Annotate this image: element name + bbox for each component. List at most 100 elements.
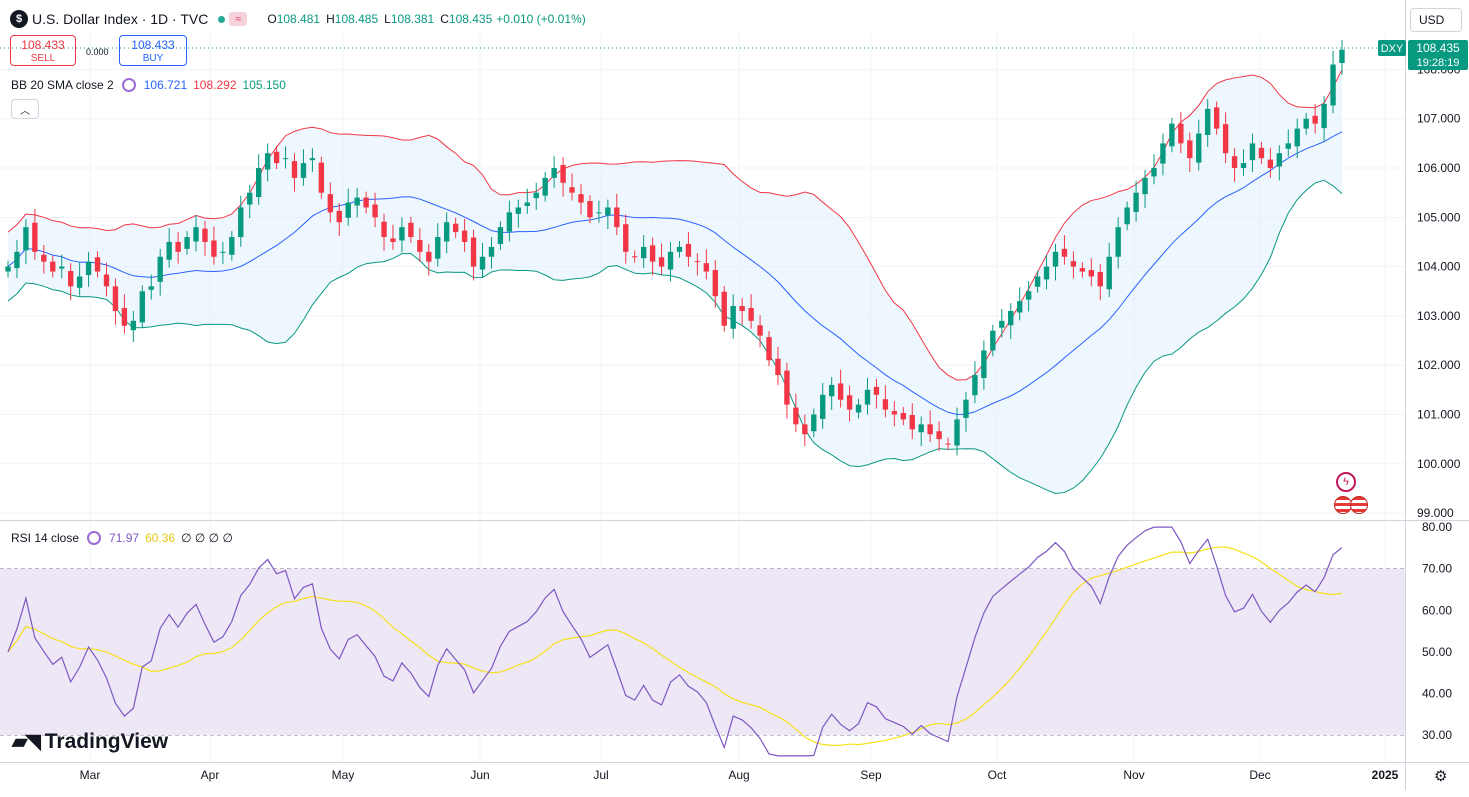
ohlc-open-key: O: [267, 12, 277, 26]
candle-down: [632, 256, 638, 258]
price-tag: 108.435: [1416, 41, 1460, 55]
ohlc-close-key: C: [440, 12, 449, 26]
data-flag-icon[interactable]: ≈: [229, 12, 248, 26]
candle-down: [50, 261, 56, 272]
candle-up: [533, 192, 539, 199]
candle-down: [703, 263, 710, 272]
candle-down: [372, 204, 378, 218]
candle-up: [1115, 227, 1121, 257]
rsi-ma-line: [7, 546, 1343, 746]
candle-down: [837, 383, 844, 400]
candle-up: [820, 394, 826, 419]
candle-down: [936, 431, 942, 440]
time-tick-label: Nov: [1123, 768, 1144, 782]
bb-basis-line: [7, 131, 1343, 415]
rsi-tick-label: 80.00: [1422, 520, 1452, 534]
time-tick-label: Dec: [1249, 768, 1270, 782]
symbol-tag: DXY: [1381, 43, 1404, 55]
candle-down: [336, 210, 342, 223]
symbol-header: $ U.S. Dollar Index · 1D · TVC ≈ O 108.48…: [10, 10, 586, 28]
candle-down: [67, 271, 74, 287]
symbol-tag-bg: [1378, 39, 1406, 56]
rsi-tick-label: 30.00: [1422, 728, 1452, 742]
tradingview-logo[interactable]: ▰◥ TradingView: [12, 729, 168, 754]
candle-up: [264, 153, 271, 170]
candle-down: [793, 407, 799, 425]
time-tick-label: Mar: [80, 768, 101, 782]
candle-down: [569, 187, 575, 193]
candle-up: [506, 212, 513, 232]
buy-label: BUY: [142, 53, 164, 64]
rsi-line: [7, 526, 1343, 757]
candle-up: [730, 306, 736, 329]
bb-basis-value: 106.721: [143, 78, 188, 92]
candle-up: [864, 389, 871, 405]
candle-down: [802, 424, 808, 435]
candle-down: [121, 308, 128, 326]
candle-down: [452, 223, 459, 233]
candle-down: [766, 337, 772, 361]
rsi-label: RSI 14 close: [11, 531, 80, 545]
indicator-settings-icon[interactable]: [121, 78, 136, 92]
candle-up: [166, 241, 172, 260]
candle-down: [945, 443, 951, 445]
ohlc-high-key: H: [326, 12, 335, 26]
candle-down: [694, 261, 701, 263]
bb-upper-line: [7, 69, 1343, 381]
candle-down: [882, 399, 889, 410]
candle-up: [981, 350, 987, 379]
candle-down: [202, 228, 208, 242]
candle-up: [255, 168, 262, 198]
sell-button[interactable]: 108.433 SELL: [10, 35, 76, 66]
collapse-legend-button[interactable]: ︿: [11, 99, 39, 119]
buy-price: 108.433: [131, 38, 175, 52]
candle-up: [1106, 256, 1112, 290]
bollinger-bands: [7, 69, 1343, 494]
candle-up: [1034, 276, 1041, 287]
candle-up: [1025, 291, 1032, 300]
us-flag-icons[interactable]: [1334, 496, 1368, 514]
lightning-icon[interactable]: ϟ: [1336, 472, 1356, 492]
candle-up: [1205, 108, 1211, 135]
rsi-band-fill: [0, 568, 1405, 736]
candle-down: [318, 162, 325, 193]
candle-down: [685, 243, 692, 257]
candle-down: [721, 291, 727, 326]
candle-up: [551, 168, 557, 178]
price-tick-label: 102.000: [1417, 358, 1461, 372]
candle-up: [1043, 266, 1050, 280]
bb-legend[interactable]: BB 20 SMA close 2 106.721 108.292 105.15…: [11, 78, 286, 92]
market-status-icon[interactable]: [218, 15, 226, 23]
candle-up: [542, 177, 548, 196]
candle-down: [909, 414, 915, 430]
candle-up: [139, 291, 145, 323]
candle-up: [130, 320, 137, 331]
candle-down: [739, 306, 745, 311]
rsi-settings-icon[interactable]: [87, 531, 102, 545]
candle-up: [23, 227, 29, 251]
candle-down: [658, 257, 665, 267]
gear-icon[interactable]: ⚙: [1434, 768, 1448, 785]
candle-up: [1052, 251, 1059, 267]
ohlc-low: 108.381: [390, 12, 435, 26]
candle-down: [784, 370, 790, 405]
bb-lower-line: [7, 179, 1343, 494]
candle-up: [238, 207, 244, 238]
candle-down: [211, 240, 217, 257]
candle-up: [247, 192, 253, 205]
candle-up: [300, 163, 307, 178]
candle-up: [148, 286, 154, 290]
buy-button[interactable]: 108.433 BUY: [119, 35, 187, 66]
candle-down: [560, 165, 566, 183]
countdown-tag: 19:28:19: [1417, 57, 1460, 69]
currency-selector[interactable]: USD: [1410, 8, 1462, 32]
rsi-legend[interactable]: RSI 14 close 71.97 60.36 ∅ ∅ ∅ ∅: [11, 531, 233, 545]
time-tick-label: Jul: [593, 768, 608, 782]
candle-down: [1178, 123, 1184, 144]
candle-up: [811, 414, 817, 432]
bb-label: BB 20 SMA close 2: [11, 78, 114, 92]
candle-up: [1249, 143, 1256, 161]
candle-down: [1258, 147, 1265, 159]
symbol-title[interactable]: U.S. Dollar Index · 1D · TVC: [32, 11, 209, 27]
